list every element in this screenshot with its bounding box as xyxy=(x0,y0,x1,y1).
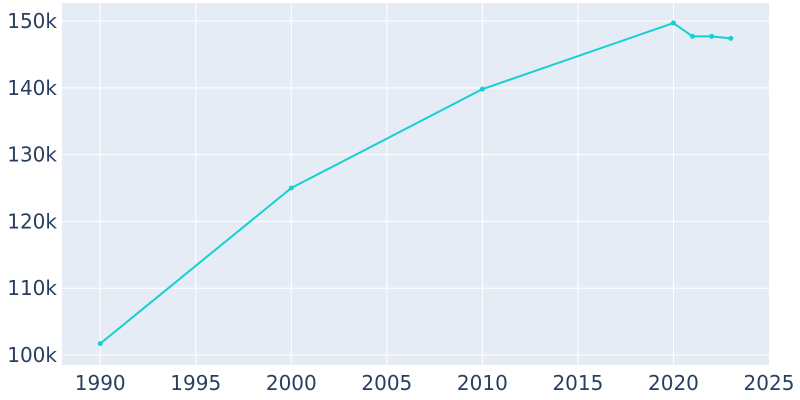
x-axis-tick-labels: 1990 1995 2000 2005 2010 2015 2020 2025 xyxy=(75,371,795,395)
x-tick-label: 2020 xyxy=(648,371,699,395)
y-tick-label: 130k xyxy=(7,143,57,167)
data-point[interactable] xyxy=(97,341,103,347)
data-point[interactable] xyxy=(288,185,294,191)
x-tick-label: 2005 xyxy=(361,371,412,395)
x-tick-label: 1995 xyxy=(170,371,221,395)
grid-lines xyxy=(62,3,769,365)
x-tick-label: 2025 xyxy=(744,371,795,395)
data-point[interactable] xyxy=(709,33,715,39)
x-tick-label: 1990 xyxy=(75,371,126,395)
data-point[interactable] xyxy=(690,33,696,39)
y-tick-label: 120k xyxy=(7,209,57,233)
y-axis-tick-labels: 100k 110k 120k 130k 140k 150k xyxy=(7,9,57,367)
y-tick-label: 150k xyxy=(7,9,57,33)
data-point[interactable] xyxy=(479,86,485,92)
y-tick-label: 140k xyxy=(7,76,57,100)
data-point[interactable] xyxy=(670,20,676,26)
x-tick-label: 2015 xyxy=(552,371,603,395)
y-tick-label: 100k xyxy=(7,343,57,367)
plot-area xyxy=(62,3,769,365)
data-point[interactable] xyxy=(728,35,734,41)
x-tick-label: 2010 xyxy=(457,371,508,395)
x-tick-label: 2000 xyxy=(266,371,317,395)
series-layer xyxy=(97,20,734,347)
y-tick-label: 110k xyxy=(7,276,57,300)
